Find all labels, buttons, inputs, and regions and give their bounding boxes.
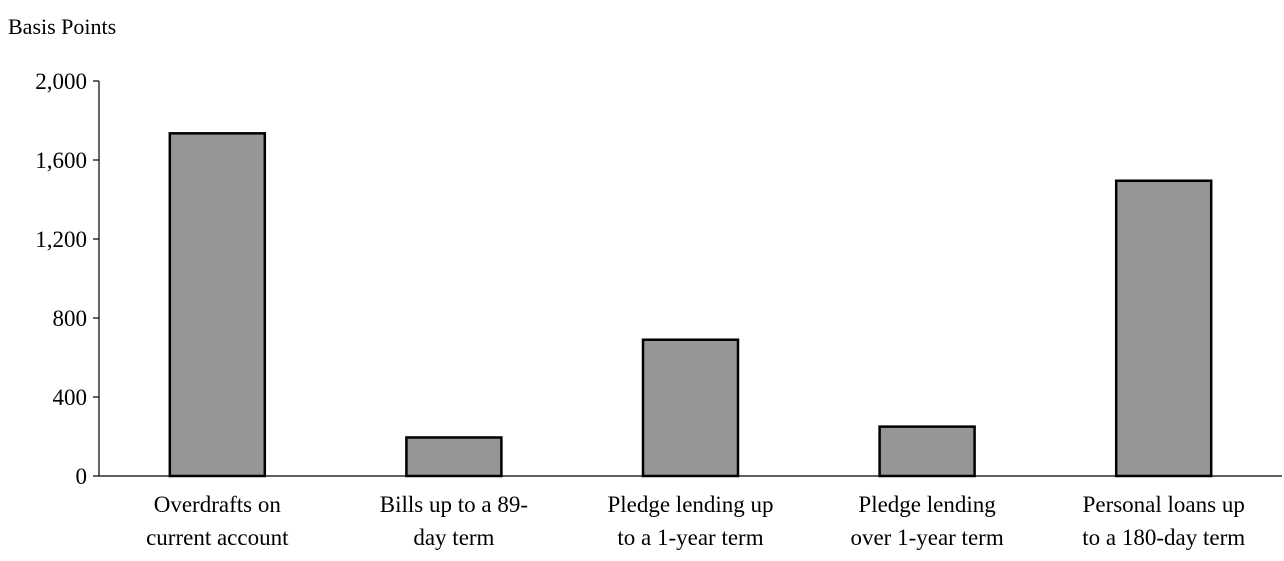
y-axis-label: Basis Points — [8, 14, 116, 39]
bars — [168, 132, 1213, 478]
bar — [641, 338, 740, 478]
y-tick-label: 0 — [76, 464, 88, 489]
y-tick-label: 1,200 — [35, 227, 87, 252]
y-tick-label: 2,000 — [35, 69, 87, 94]
y-tick-label: 800 — [53, 306, 88, 331]
x-tick-label: Pledge lending over 1-year term — [850, 492, 1003, 550]
bar — [405, 436, 503, 478]
bar — [1114, 179, 1213, 478]
x-tick-label: Bills up to a 89-day term — [380, 492, 528, 550]
y-tick-label: 400 — [53, 385, 88, 410]
x-tick-label: Pledge lending up to a 1-year term — [607, 492, 773, 550]
y-ticks: 0 400 800 1,200 1,600 2,000 — [35, 69, 99, 489]
bar — [168, 132, 267, 478]
x-tick-label: Overdrafts on current account — [146, 492, 289, 550]
x-tick-label: Personal loans up to a 180-day term — [1082, 492, 1245, 550]
x-tick-labels: Overdrafts on current account Bills up to … — [146, 492, 1245, 550]
y-tick-label: 1,600 — [35, 148, 87, 173]
bar — [878, 425, 976, 478]
